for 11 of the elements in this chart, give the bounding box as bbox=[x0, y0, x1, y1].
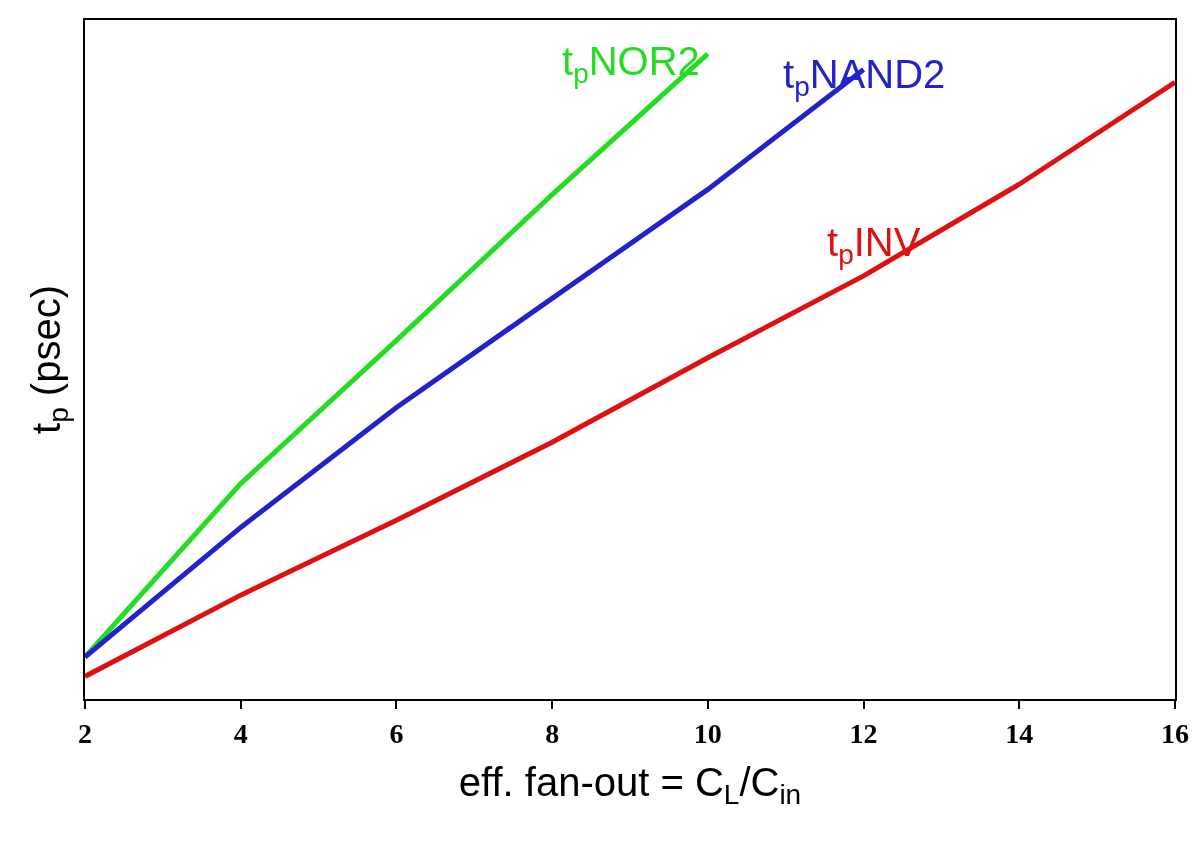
series-label: t$_{p}$NAND2 bbox=[783, 52, 946, 103]
x-tick-label: 8 bbox=[545, 717, 560, 749]
x-tick-label: 14 bbox=[1005, 717, 1034, 749]
x-tick-label: 6 bbox=[389, 717, 404, 749]
x-axis-title: eff. fan-out = C$_{L}$/C$_{in}$ bbox=[458, 759, 802, 810]
x-tick-label: 12 bbox=[849, 717, 878, 749]
x-tick-label: 2 bbox=[78, 717, 92, 749]
x-tick-label: 16 bbox=[1161, 717, 1189, 749]
series-label: t$_{p}$NOR2 bbox=[562, 39, 700, 90]
x-tick-label: 10 bbox=[693, 717, 722, 749]
x-tick-label: 4 bbox=[233, 717, 248, 749]
